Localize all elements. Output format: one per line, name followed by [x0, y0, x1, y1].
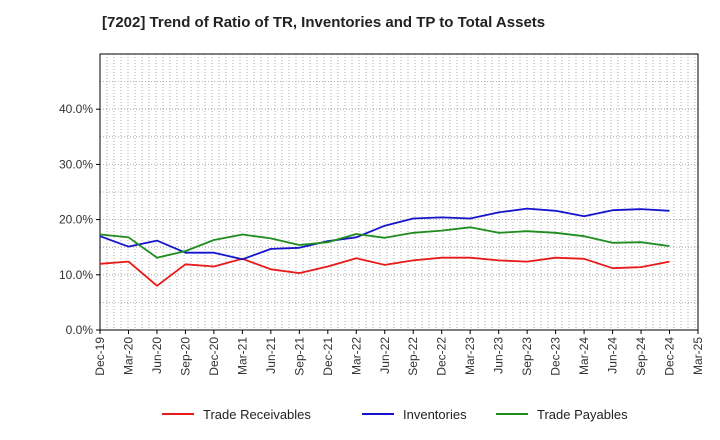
y-tick-label: 0.0% — [66, 323, 94, 337]
x-tick-label: Dec-23 — [549, 337, 563, 376]
x-tick-label: Mar-23 — [463, 337, 477, 375]
x-tick-label: Sep-20 — [178, 337, 192, 376]
y-tick-label: 40.0% — [59, 102, 93, 116]
x-tick-label: Dec-21 — [321, 337, 335, 376]
x-tick-label: Mar-22 — [349, 337, 363, 375]
y-tick-label: 10.0% — [59, 268, 93, 282]
x-tick-label: Mar-20 — [121, 337, 135, 375]
x-tick-label: Mar-21 — [235, 337, 249, 375]
x-tick-label: Dec-24 — [663, 337, 677, 376]
legend-label-trade-payables: Trade Payables — [537, 407, 628, 422]
y-tick-label: 30.0% — [59, 157, 93, 171]
legend-label-trade-receivables: Trade Receivables — [203, 407, 311, 422]
x-tick-label: Sep-24 — [634, 337, 648, 376]
x-tick-label: Jun-22 — [378, 337, 392, 374]
series-layer — [99, 207, 670, 287]
x-tick-label: Sep-21 — [292, 337, 306, 376]
x-tick-label: Dec-19 — [93, 337, 107, 376]
plot-frame — [99, 53, 699, 331]
axis-layer: 0.0% 10.0% 20.0% 30.0% 40.0% Dec-19 Mar-20 Jun-… — [59, 53, 705, 376]
plot-area — [100, 54, 698, 330]
x-tick-label: Sep-22 — [406, 337, 420, 376]
series-line-trade-payables — [99, 226, 670, 259]
x-tick-label: Sep-23 — [520, 337, 534, 376]
legend-label-inventories: Inventories — [403, 407, 467, 422]
legend: Trade Receivables Inventories Trade Payabl… — [162, 407, 628, 422]
x-tick-label: Jun-21 — [264, 337, 278, 374]
series-line-inventories — [99, 207, 670, 261]
x-tick-label: Jun-23 — [492, 337, 506, 374]
x-tick-label: Jun-20 — [150, 337, 164, 374]
y-tick-label: 20.0% — [59, 213, 93, 227]
grid-layer — [100, 54, 698, 330]
x-tick-label: Mar-25 — [691, 337, 705, 375]
x-tick-label: Mar-24 — [577, 337, 591, 375]
x-tick-label: Dec-22 — [435, 337, 449, 376]
chart-title: [7202] Trend of Ratio of TR, Inventories… — [102, 14, 546, 31]
x-tick-label: Dec-20 — [207, 337, 221, 376]
x-tick-label: Jun-24 — [606, 337, 620, 374]
series-line-trade-receivables — [99, 256, 670, 287]
